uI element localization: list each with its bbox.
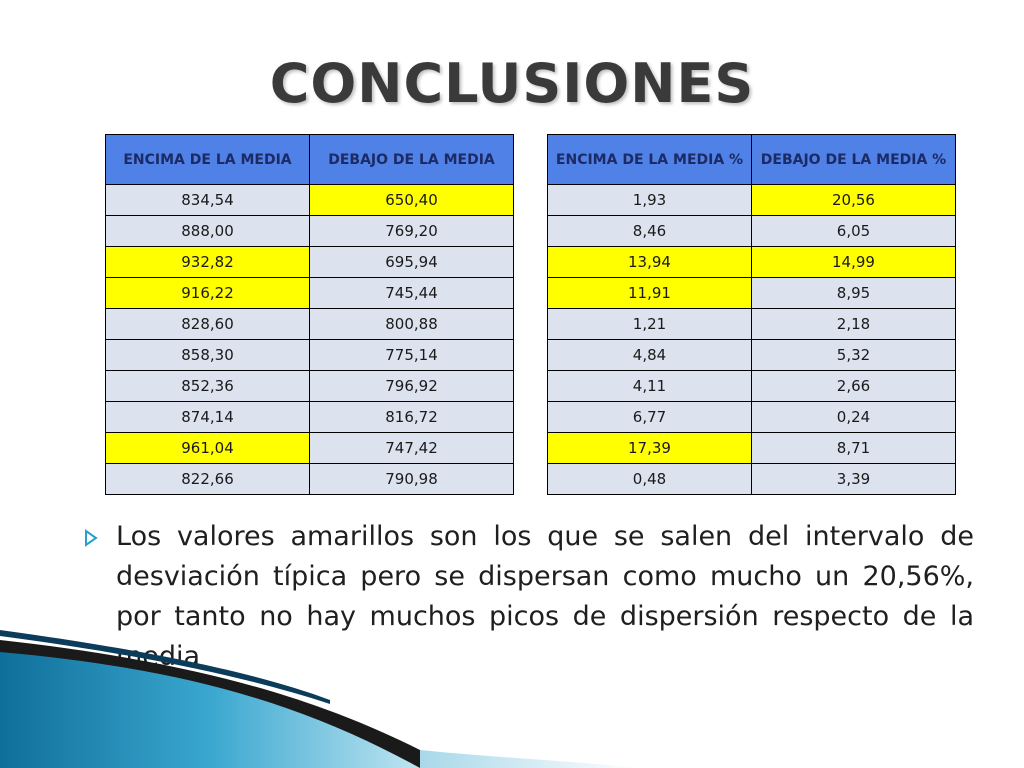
table-cell: 6,77: [547, 401, 752, 433]
table-row: 916,22 745,44: [105, 277, 514, 309]
table-row: 0,48 3,39: [547, 463, 956, 495]
table-cell: 20,56: [751, 184, 956, 216]
table-cell: 8,95: [751, 277, 956, 309]
table-cell: 1,21: [547, 308, 752, 340]
table-cell: 5,32: [751, 339, 956, 371]
table-cell: 4,11: [547, 370, 752, 402]
header-below-mean: DEBAJO DE LA MEDIA: [309, 134, 514, 185]
table-row: 8,46 6,05: [547, 215, 956, 247]
table-cell: 775,14: [309, 339, 514, 371]
table-header-row: ENCIMA DE LA MEDIA DEBAJO DE LA MEDIA: [105, 134, 514, 185]
header-above-mean-percent: ENCIMA DE LA MEDIA %: [547, 134, 752, 185]
table-cell: 8,71: [751, 432, 956, 464]
table-row: 1,21 2,18: [547, 308, 956, 340]
table-cell: 800,88: [309, 308, 514, 340]
table-cell: 828,60: [105, 308, 310, 340]
table-row: 834,54 650,40: [105, 184, 514, 216]
table-cell: 874,14: [105, 401, 310, 433]
table-row: 4,11 2,66: [547, 370, 956, 402]
table-row: 4,84 5,32: [547, 339, 956, 371]
table-cell: 834,54: [105, 184, 310, 216]
table-cell: 11,91: [547, 277, 752, 309]
table-cell: 745,44: [309, 277, 514, 309]
table-cell: 790,98: [309, 463, 514, 495]
slide-title: CONCLUSIONES: [269, 52, 755, 115]
table-row: 874,14 816,72: [105, 401, 514, 433]
table-percentages: ENCIMA DE LA MEDIA % DEBAJO DE LA MEDIA …: [547, 134, 956, 495]
table-row: 888,00 769,20: [105, 215, 514, 247]
header-above-mean: ENCIMA DE LA MEDIA: [105, 134, 310, 185]
table-row: 17,39 8,71: [547, 432, 956, 464]
table-cell: 769,20: [309, 215, 514, 247]
table-cell: 747,42: [309, 432, 514, 464]
table-cell: 695,94: [309, 246, 514, 278]
table-cell: 816,72: [309, 401, 514, 433]
triangle-bullet-icon: [85, 529, 98, 547]
conclusion-text: Los valores amarillos son los que se sal…: [116, 521, 974, 672]
table-cell: 852,36: [105, 370, 310, 402]
table-cell: 1,93: [547, 184, 752, 216]
table-row: 858,30 775,14: [105, 339, 514, 371]
table-values: ENCIMA DE LA MEDIA DEBAJO DE LA MEDIA 83…: [105, 134, 514, 495]
table-cell: 961,04: [105, 432, 310, 464]
table-cell: 17,39: [547, 432, 752, 464]
table-row: 828,60 800,88: [105, 308, 514, 340]
header-below-mean-percent: DEBAJO DE LA MEDIA %: [751, 134, 956, 185]
table-row: 852,36 796,92: [105, 370, 514, 402]
table-row: 822,66 790,98: [105, 463, 514, 495]
table-cell: 0,24: [751, 401, 956, 433]
table-cell: 0,48: [547, 463, 752, 495]
table-row: 13,94 14,99: [547, 246, 956, 278]
table-row: 6,77 0,24: [547, 401, 956, 433]
table-row: 961,04 747,42: [105, 432, 514, 464]
table-cell: 13,94: [547, 246, 752, 278]
table-cell: 888,00: [105, 215, 310, 247]
table-cell: 858,30: [105, 339, 310, 371]
table-cell: 3,39: [751, 463, 956, 495]
table-row: 932,82 695,94: [105, 246, 514, 278]
table-cell: 2,66: [751, 370, 956, 402]
table-cell: 6,05: [751, 215, 956, 247]
table-cell: 650,40: [309, 184, 514, 216]
table-cell: 8,46: [547, 215, 752, 247]
table-cell: 932,82: [105, 246, 310, 278]
table-cell: 2,18: [751, 308, 956, 340]
table-header-row: ENCIMA DE LA MEDIA % DEBAJO DE LA MEDIA …: [547, 134, 956, 185]
table-cell: 916,22: [105, 277, 310, 309]
table-cell: 14,99: [751, 246, 956, 278]
table-cell: 822,66: [105, 463, 310, 495]
table-cell: 4,84: [547, 339, 752, 371]
table-cell: 796,92: [309, 370, 514, 402]
table-row: 1,93 20,56: [547, 184, 956, 216]
decorative-wave: [0, 630, 640, 768]
table-row: 11,91 8,95: [547, 277, 956, 309]
